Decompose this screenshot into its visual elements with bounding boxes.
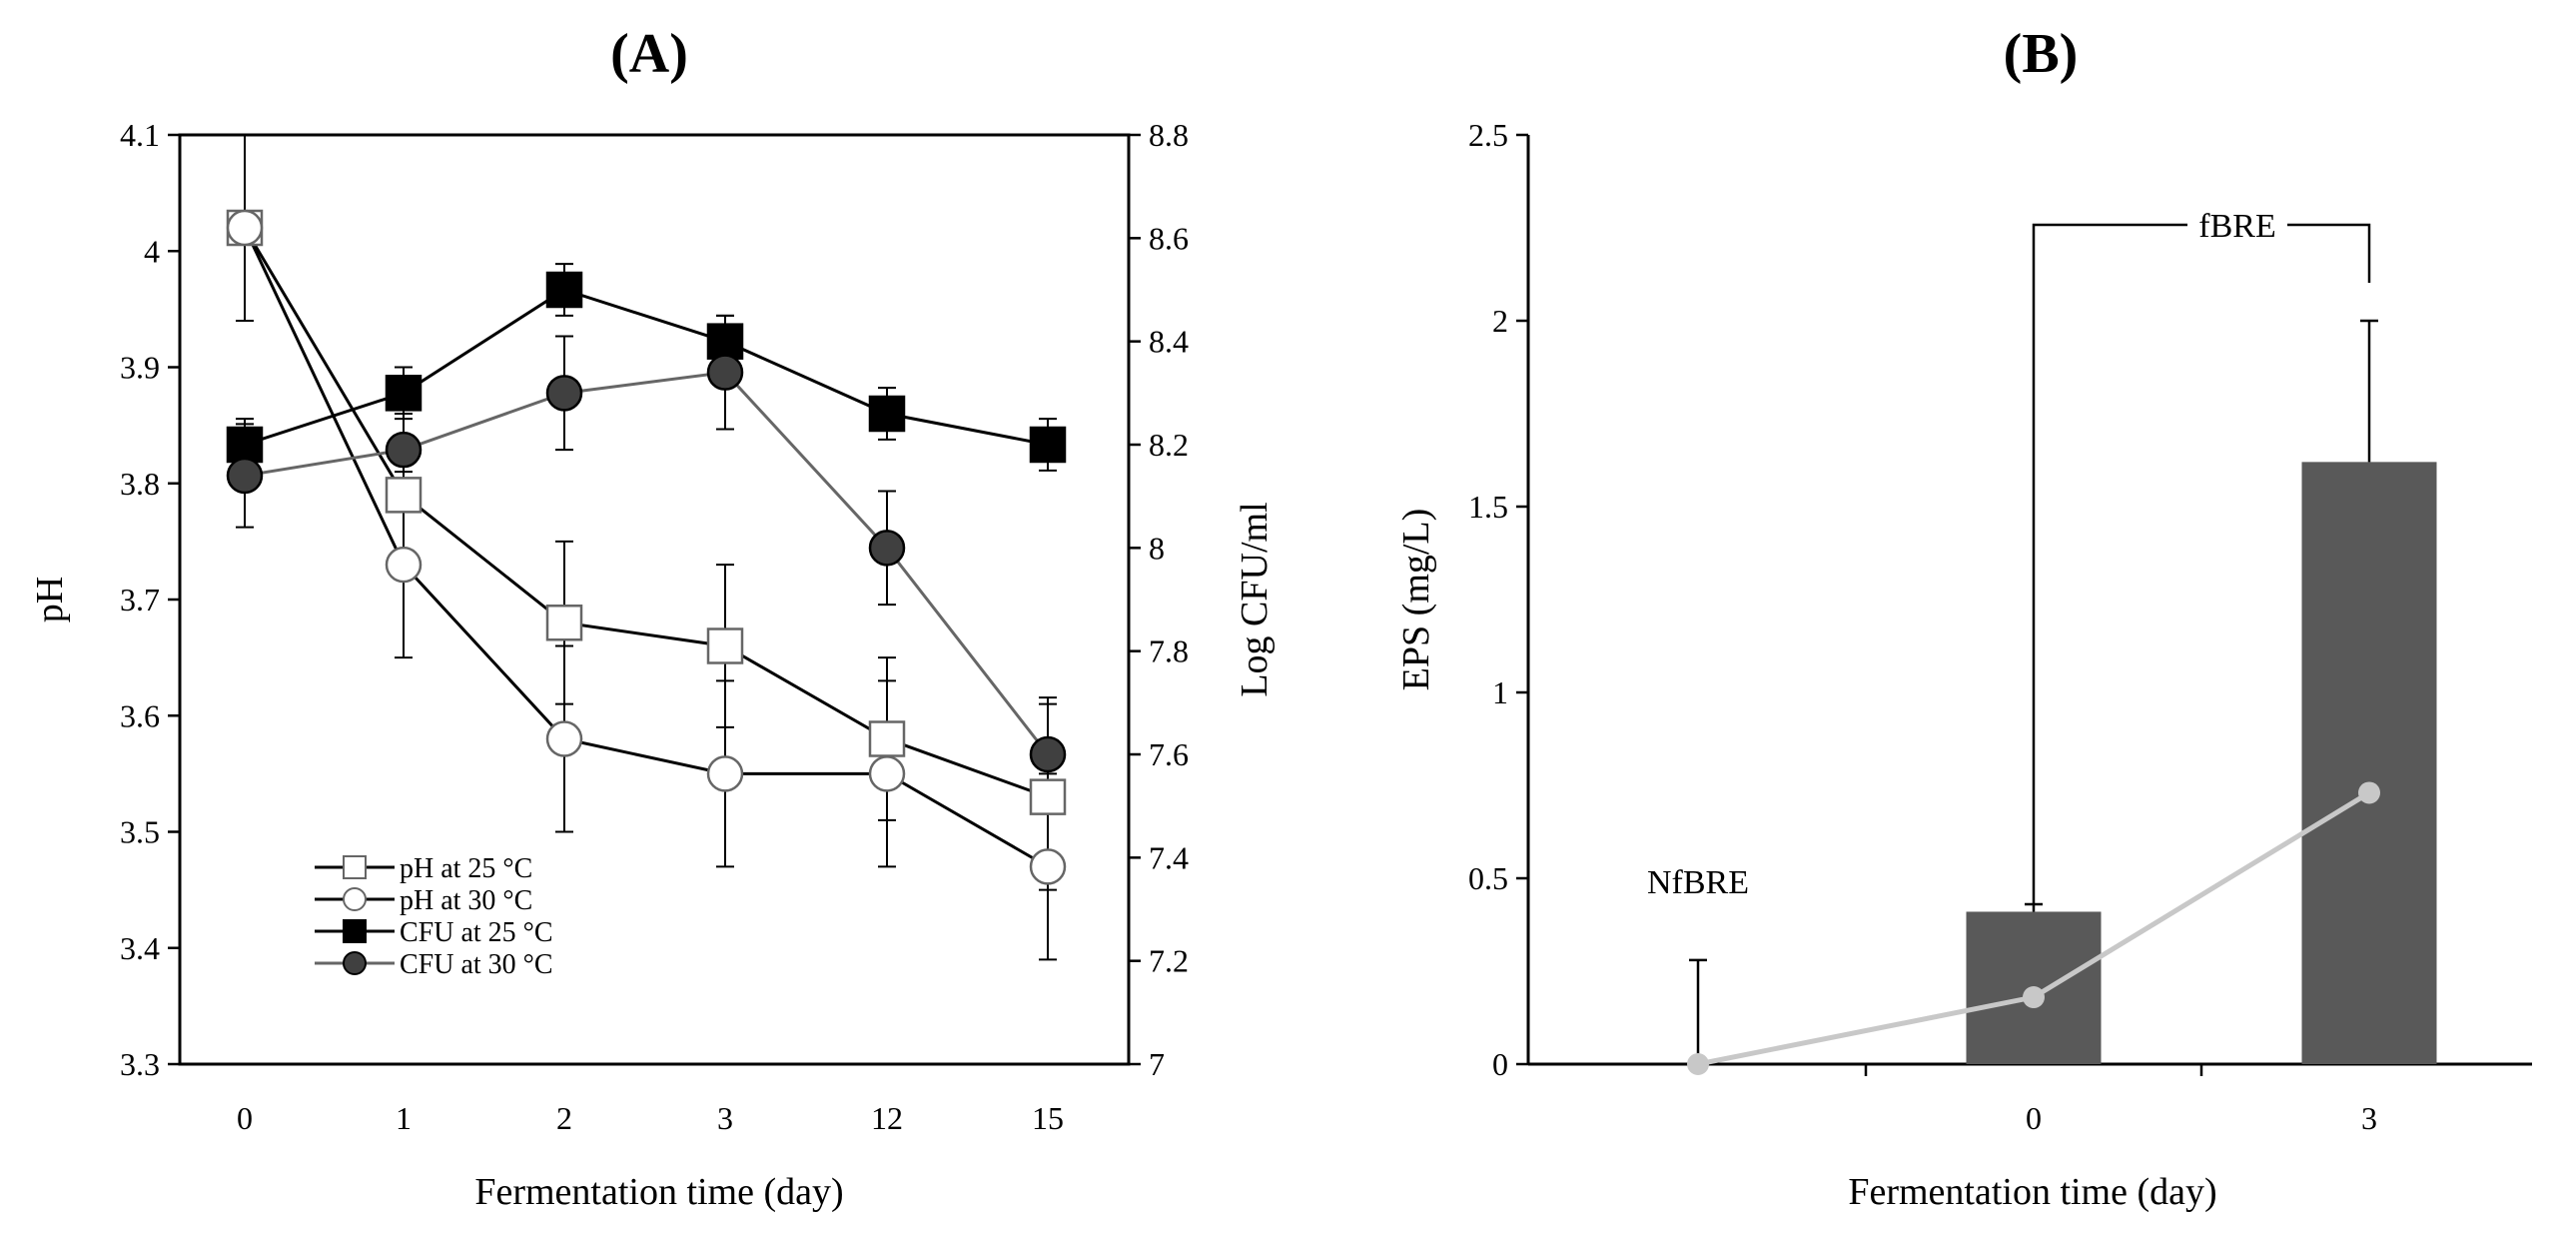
a-point-2-2 <box>545 271 583 309</box>
panel-a: (A) 4.143.93.83.73.63.53.43.3 8.88.68.48… <box>29 23 1276 1213</box>
a-point-3-5 <box>1029 735 1067 773</box>
a-ytick-label-0: 4.1 <box>120 117 160 153</box>
panel-a-right-axis: 8.8 8.6 8.4 8.2 8 7.8 7.6 7.4 7.2 7 <box>1129 117 1189 1082</box>
fbre-bracket-line-left <box>2032 223 2187 904</box>
a-point-2-3 <box>706 323 744 360</box>
a-ytick-label-2: 3.9 <box>120 350 160 386</box>
b-bar-2 <box>2301 462 2437 1064</box>
a-point-3-1 <box>385 431 423 469</box>
panel-b-y-label: EPS (mg/L) <box>1395 509 1437 691</box>
a-legend-label-2: CFU at 25 °C <box>400 917 553 948</box>
fbre-label: fBRE <box>2198 208 2275 245</box>
b-ytick-label-2: 1.5 <box>1468 489 1508 525</box>
a-series-line-1 <box>243 227 1049 868</box>
a-y2tick-label-7: 7.4 <box>1149 839 1189 875</box>
a-point-3-2 <box>545 375 583 412</box>
a-y2tick-label-5: 7.8 <box>1149 633 1189 669</box>
a-xtick-label-5: 15 <box>1032 1100 1064 1136</box>
a-point-2-0 <box>226 426 264 464</box>
b-xtick-label-2: 3 <box>2361 1100 2377 1136</box>
a-point-1-4 <box>868 755 906 792</box>
a-xtick-label-3: 3 <box>717 1100 733 1136</box>
a-point-2-1 <box>385 375 423 412</box>
a-point-0-4 <box>868 720 906 757</box>
b-ytick-label-0: 2.5 <box>1468 117 1508 153</box>
a-ytick-label-8: 3.3 <box>120 1046 160 1082</box>
panel-a-title: (A) <box>610 23 688 85</box>
a-ytick-label-4: 3.7 <box>120 582 160 618</box>
b-ytick-label-4: 0.5 <box>1468 860 1508 896</box>
a-point-3-0 <box>226 457 264 495</box>
panel-b-title: (B) <box>2004 23 2079 85</box>
a-point-2-5 <box>1029 426 1067 464</box>
a-legend-label-3: CFU at 30 °C <box>400 949 553 980</box>
a-y2tick-label-8: 7.2 <box>1149 943 1189 979</box>
a-ytick-label-7: 3.4 <box>120 930 160 966</box>
b-ytick-label-1: 2 <box>1492 303 1508 339</box>
a-xtick-label-0: 0 <box>237 1100 253 1136</box>
a-xtick-label-2: 2 <box>556 1100 572 1136</box>
panel-a-plot-frame <box>178 133 1131 1066</box>
a-legend-marker-2 <box>343 919 367 943</box>
a-series-line-0 <box>243 227 1049 799</box>
a-y2tick-label-0: 8.8 <box>1149 117 1189 153</box>
panel-a-series <box>226 134 1067 961</box>
a-ytick-label-6: 3.5 <box>120 814 160 850</box>
a-ytick-label-1: 4 <box>144 233 160 269</box>
b-trend-point-0 <box>1687 1053 1709 1075</box>
panel-a-y2-label: Log CFU/ml <box>1234 502 1276 696</box>
a-y2tick-label-3: 8.2 <box>1149 427 1189 463</box>
a-point-0-1 <box>385 477 423 514</box>
panel-b-x-label: Fermentation time (day) <box>1848 1171 2216 1213</box>
a-ytick-label-3: 3.8 <box>120 466 160 502</box>
a-point-0-2 <box>545 605 583 641</box>
panel-b-bars <box>1689 319 2437 1064</box>
a-point-0-5 <box>1029 778 1067 815</box>
a-legend-marker-3 <box>343 951 367 975</box>
a-legend-label-1: pH at 30 °C <box>400 885 532 916</box>
a-point-1-1 <box>385 546 423 584</box>
a-series-line-2 <box>244 288 1049 447</box>
fbre-bracket-line-right <box>2287 223 2371 283</box>
b-trend-point-2 <box>2358 781 2380 804</box>
a-point-2-4 <box>868 395 906 433</box>
b-ytick-label-5: 0 <box>1492 1046 1508 1082</box>
a-point-1-3 <box>706 755 744 792</box>
b-xtick-label-1: 0 <box>2026 1100 2042 1136</box>
fbre-bracket: fBRE <box>2032 208 2371 904</box>
a-legend-marker-1 <box>343 887 367 911</box>
a-y2tick-label-9: 7 <box>1149 1046 1165 1082</box>
a-point-3-4 <box>868 530 906 567</box>
a-legend-label-0: pH at 25 °C <box>400 853 532 884</box>
b-ytick-label-3: 1 <box>1492 674 1508 710</box>
a-point-1-0 <box>226 209 264 247</box>
a-y2tick-label-4: 8 <box>1149 530 1165 566</box>
a-ytick-label-5: 3.6 <box>120 697 160 733</box>
a-point-0-3 <box>706 627 744 664</box>
a-point-3-3 <box>706 354 744 391</box>
a-xtick-label-4: 12 <box>871 1100 903 1136</box>
panel-a-x-label: Fermentation time (day) <box>474 1171 843 1213</box>
a-series-line-3 <box>244 371 1050 755</box>
panel-b-y-axis: 2.5 2 1.5 1 0.5 0 <box>1468 117 1528 1082</box>
a-point-1-5 <box>1029 848 1067 885</box>
a-legend-marker-0 <box>343 855 367 879</box>
panel-a-x-axis: 0 1 2 3 12 15 <box>237 1100 1064 1136</box>
nfbre-label: NfBRE <box>1647 864 1749 901</box>
b-trend-point-1 <box>2023 986 2045 1009</box>
panel-a-left-axis: 4.1 4 3.9 3.8 3.7 3.6 3.5 3.4 3.3 <box>120 117 180 1082</box>
a-point-1-2 <box>545 720 583 757</box>
panel-b-line <box>1687 781 2380 1075</box>
a-y2tick-label-1: 8.6 <box>1149 220 1189 256</box>
a-y2tick-label-6: 7.6 <box>1149 736 1189 772</box>
a-xtick-label-1: 1 <box>396 1100 412 1136</box>
panel-a-y-label: pH <box>29 577 71 622</box>
a-y2tick-label-2: 8.4 <box>1149 324 1189 360</box>
